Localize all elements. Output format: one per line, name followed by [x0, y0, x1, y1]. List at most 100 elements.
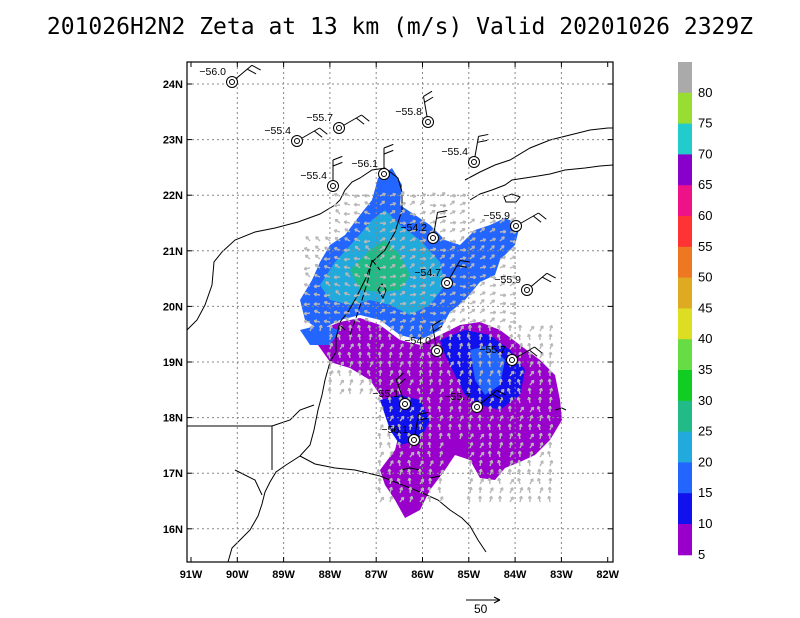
colorbar-swatch — [678, 400, 692, 433]
inland-border — [234, 469, 263, 496]
colorbar-label: 65 — [698, 177, 712, 192]
dropsonde: −55.1 — [372, 372, 411, 410]
colorbar-swatch — [678, 370, 692, 402]
dropsonde-observations: −56.0 −55.7 −55.4 −55.8 −55.4 −56.1 −55.4 −55.9… — [199, 64, 556, 446]
dropsonde-label: −54.2 — [400, 222, 427, 234]
dropsonde-label: −56.1 — [381, 424, 408, 436]
dropsonde-label: −55.8 — [395, 106, 422, 118]
lon-tick-label: 85W — [457, 569, 480, 581]
colorbar-swatch — [678, 524, 692, 556]
colorbar-swatch — [678, 154, 692, 186]
cuba-coast — [464, 127, 613, 201]
reference-vector: 50 — [466, 596, 501, 616]
colorbar-swatch — [678, 431, 692, 463]
colorbar-label: 50 — [698, 270, 712, 285]
dropsonde: −55.4 — [264, 125, 328, 147]
colorbar-swatch — [678, 277, 692, 309]
lat-tick-label: 17N — [163, 468, 183, 480]
colorbar-label: 30 — [698, 393, 712, 408]
cayman-island — [554, 407, 567, 411]
dropsonde-label: −54.7 — [414, 267, 441, 279]
lon-tick-label: 90W — [226, 569, 249, 581]
dropsonde-label: −56.1 — [351, 158, 378, 170]
lon-tick-label: 84W — [504, 569, 527, 581]
lat-tick-label: 16N — [163, 524, 183, 536]
colorbar-label: 55 — [698, 239, 712, 254]
dropsonde-label: −55.4 — [264, 125, 291, 137]
dropsonde: −55.4 — [441, 133, 489, 168]
dropsonde: −55.8 — [395, 90, 434, 128]
colorbar-swatch — [678, 92, 692, 125]
colorbar-label: 35 — [698, 362, 712, 377]
graticule — [187, 62, 613, 562]
dropsonde: −55.9 — [494, 272, 556, 296]
map-frame — [186, 61, 614, 563]
dropsonde-label: −55.1 — [372, 388, 399, 400]
dropsonde-label: −55.9 — [494, 274, 521, 286]
dropsonde-label: −55.9 — [483, 210, 510, 222]
bay-islands — [399, 467, 441, 479]
dropsonde: −54.7 — [414, 259, 470, 289]
dropsonde-label: −54.0 — [404, 335, 431, 347]
colorbar-swatch — [678, 216, 692, 248]
colorbar-swatch — [678, 493, 692, 525]
latitude-axis: 24N 23N 22N 21N 20N 19N 18N 17N 16N — [163, 79, 613, 536]
lat-tick-label: 19N — [163, 357, 183, 369]
lat-tick-label: 22N — [163, 190, 183, 202]
colorbar-label: 70 — [698, 146, 712, 161]
colorbar-label: 10 — [698, 516, 712, 531]
dropsonde: −55.7 — [444, 389, 506, 413]
wind-vectors — [303, 191, 554, 503]
colorbar-label: 5 — [698, 547, 705, 562]
colorbar-label: 25 — [698, 424, 712, 439]
colorbar-label: 40 — [698, 331, 712, 346]
mexico-belize-border — [187, 425, 273, 470]
central-america-coast — [227, 429, 315, 562]
gulf-coast — [187, 167, 403, 440]
lon-tick-label: 83W — [550, 569, 573, 581]
isle-of-youth — [503, 193, 521, 203]
colorbar-label: 80 — [698, 85, 712, 100]
colorbar-swatch — [678, 462, 692, 494]
dropsonde-label: −55.4 — [441, 146, 468, 158]
colorbar-swatch — [678, 62, 692, 94]
lon-tick-label: 89W — [272, 569, 295, 581]
dropsonde: −54.0 — [404, 319, 443, 357]
colorbar: 80 75 70 65 60 55 50 45 40 35 30 25 20 15 10 5 — [678, 62, 712, 562]
dropsonde-label: −55.4 — [300, 170, 327, 182]
colorbar-label: 20 — [698, 454, 712, 469]
dropsonde: −55.7 — [479, 344, 543, 366]
dropsonde: −56.1 — [351, 143, 394, 180]
dropsonde-label: −56.0 — [199, 66, 226, 78]
dropsonde: −56.0 — [199, 64, 261, 88]
wind-speed-shading — [300, 168, 562, 518]
lat-tick-label: 18N — [163, 413, 183, 425]
colorbar-swatch — [678, 246, 692, 279]
lat-tick-label: 21N — [163, 246, 183, 258]
reference-vector-label: 50 — [474, 602, 488, 616]
colorbar-label: 75 — [698, 116, 712, 131]
lat-tick-label: 24N — [163, 79, 183, 91]
dropsonde: −55.4 — [300, 155, 343, 192]
dropsonde-label: −55.7 — [306, 112, 333, 124]
map-title: 201026H2N2 Zeta at 13 km (m/s) Valid 202… — [46, 14, 754, 40]
lon-tick-label: 86W — [411, 569, 434, 581]
lat-tick-label: 23N — [163, 135, 183, 147]
lon-tick-label: 87W — [365, 569, 388, 581]
colorbar-swatch — [678, 123, 692, 155]
dropsonde: −54.2 — [400, 209, 448, 244]
lon-tick-label: 82W — [596, 569, 619, 581]
longitude-axis: 91W 90W 89W 88W 87W 86W 85W 84W 83W 82W — [180, 62, 620, 581]
dropsonde: −56.1 — [381, 411, 429, 446]
dropsonde-label: −55.7 — [444, 391, 471, 403]
colorbar-swatch — [678, 339, 692, 371]
guatemala-border — [271, 404, 315, 427]
colorbar-label: 60 — [698, 208, 712, 223]
colorbar-swatch — [678, 185, 692, 217]
dropsonde: −55.7 — [306, 112, 370, 134]
lon-tick-label: 88W — [319, 569, 342, 581]
dropsonde: −55.9 — [483, 210, 547, 232]
colorbar-swatch — [678, 308, 692, 340]
lon-tick-label: 91W — [180, 569, 203, 581]
